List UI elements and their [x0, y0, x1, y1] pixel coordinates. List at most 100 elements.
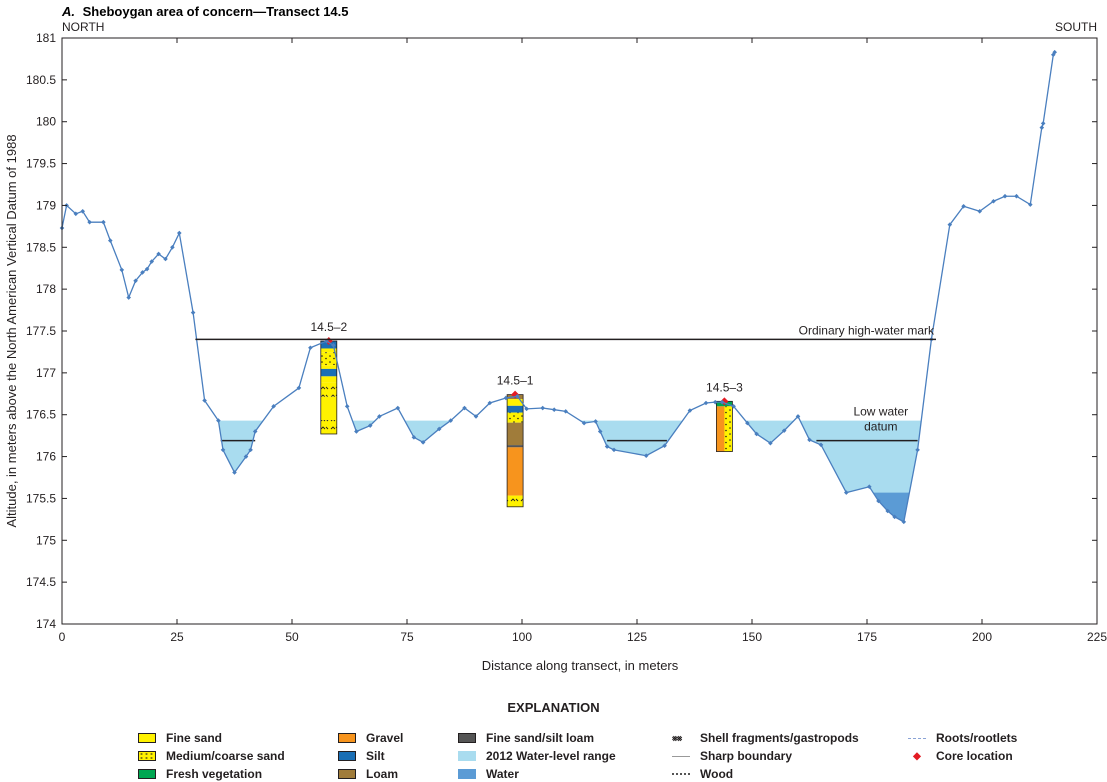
- profile-point: [1014, 193, 1019, 199]
- y-tick-label: 180.5: [26, 73, 56, 87]
- legend-label: Shell fragments/gastropods: [700, 731, 859, 745]
- profile-point: [597, 429, 603, 434]
- y-tick-label: 180: [36, 115, 56, 129]
- y-tick-label: 178.5: [26, 240, 56, 254]
- legend-label: Medium/coarse sand: [166, 749, 285, 763]
- profile-point: [593, 419, 598, 424]
- core-label: 14.5–2: [310, 320, 347, 334]
- profile-point: [961, 203, 966, 209]
- profile-point: [581, 420, 587, 426]
- legend-sharp-boundary: Sharp boundary: [672, 748, 792, 764]
- legend-label: Silt: [366, 749, 385, 763]
- ticks-layer: 0 25 50 75 100 125 150 175 200 225 174 174.5 175 175.…: [26, 31, 1107, 644]
- profile-point: [1028, 202, 1033, 207]
- profile-point: [1052, 49, 1057, 55]
- x-tick-label: 75: [400, 630, 414, 644]
- profile-layer: [59, 49, 1057, 525]
- legend-label: Water: [486, 767, 519, 781]
- legend-label: 2012 Water-level range: [486, 749, 616, 763]
- profile-point: [448, 418, 453, 423]
- core-layer: [507, 399, 524, 406]
- profile-point: [503, 395, 509, 401]
- profile-point: [248, 447, 253, 453]
- profile-point: [754, 431, 759, 437]
- core-label: 14.5–1: [497, 374, 534, 388]
- gravel-swatch: [338, 733, 356, 743]
- legend-silt: Silt: [338, 748, 385, 764]
- core-layer: [724, 406, 733, 452]
- plot-frame: [61, 37, 1098, 625]
- profile-point: [901, 519, 907, 525]
- loam-swatch: [338, 769, 356, 779]
- core-location-icon: ◆: [913, 750, 921, 762]
- profile-point: [367, 423, 373, 428]
- y-tick-label: 181: [36, 31, 56, 45]
- profile-point: [149, 259, 154, 264]
- profile-point: [420, 440, 426, 445]
- silt-loam-swatch: [458, 733, 476, 743]
- core-layer: [507, 412, 524, 423]
- profile-point: [892, 514, 897, 520]
- profile-point: [126, 295, 131, 300]
- profile-point: [395, 405, 401, 411]
- x-tick-label: 150: [742, 630, 762, 644]
- coarse-sand-swatch: [138, 751, 156, 761]
- legend-fine-sand: Fine sand: [138, 730, 222, 746]
- core-layer: [320, 420, 337, 434]
- water-swatch: [458, 769, 476, 779]
- water-level-range-fill: [218, 420, 922, 522]
- ordinary-high-water-label: Ordinary high-water mark: [799, 323, 935, 337]
- profile-point: [662, 443, 667, 448]
- y-tick-label: 175.5: [26, 491, 56, 505]
- roots-icon: [908, 737, 926, 739]
- profile-point: [1040, 121, 1046, 126]
- legend-label: Fresh vegetation: [166, 767, 263, 781]
- core-layer: [320, 396, 337, 421]
- profile-point: [867, 484, 872, 490]
- core-layer: [320, 348, 337, 353]
- profile-point: [436, 426, 442, 432]
- legend-loam: Loam: [338, 766, 398, 782]
- south-label: SOUTH: [1055, 20, 1097, 34]
- core-3: 14.5–3: [706, 380, 743, 452]
- profile-point: [108, 238, 113, 243]
- profile-point: [296, 385, 302, 391]
- profile-point: [818, 442, 824, 448]
- x-tick-label: 225: [1087, 630, 1107, 644]
- sharp-boundary-icon: [672, 755, 690, 757]
- profile-point: [473, 414, 479, 419]
- legend-label: Sharp boundary: [700, 749, 793, 763]
- profile-point: [768, 440, 773, 446]
- legend-fine-sand-silt-loam: Fine sand/silt loam: [458, 730, 594, 746]
- legend-water: Water: [458, 766, 519, 782]
- chart-title-text: Sheboygan area of concern—Transect 14.5: [83, 4, 349, 19]
- profile-point: [643, 453, 649, 459]
- x-axis-label: Distance along transect, in meters: [482, 658, 679, 673]
- legend-coarse-sand: Medium/coarse sand: [138, 748, 285, 764]
- y-tick-label: 175: [36, 533, 56, 547]
- profile-point: [540, 405, 545, 411]
- y-tick-label: 179: [36, 198, 56, 212]
- y-tick-label: 176: [36, 450, 56, 464]
- profile-point: [781, 428, 787, 433]
- profile-point: [1039, 125, 1045, 130]
- profile-point: [487, 400, 493, 406]
- core-layer: [320, 376, 337, 383]
- profile-point: [563, 409, 568, 414]
- core-label: 14.5–3: [706, 380, 743, 394]
- core-1: 14.5–2: [310, 320, 347, 435]
- profile-point: [243, 454, 249, 459]
- legend-core-location: ◆ Core location: [908, 748, 1013, 764]
- legend-label: Wood: [700, 767, 734, 781]
- profile-point: [604, 444, 610, 449]
- profile-point: [745, 420, 750, 426]
- profile-point: [177, 230, 182, 236]
- profile-point: [133, 278, 138, 284]
- fine-sand-swatch: [138, 733, 156, 743]
- y-tick-label: 174.5: [26, 575, 56, 589]
- profile-point: [354, 429, 359, 434]
- legend-water-range: 2012 Water-level range: [458, 748, 616, 764]
- wood-icon: [672, 773, 690, 775]
- profile-point: [331, 342, 336, 348]
- low-water-datum-label-2: datum: [864, 420, 897, 434]
